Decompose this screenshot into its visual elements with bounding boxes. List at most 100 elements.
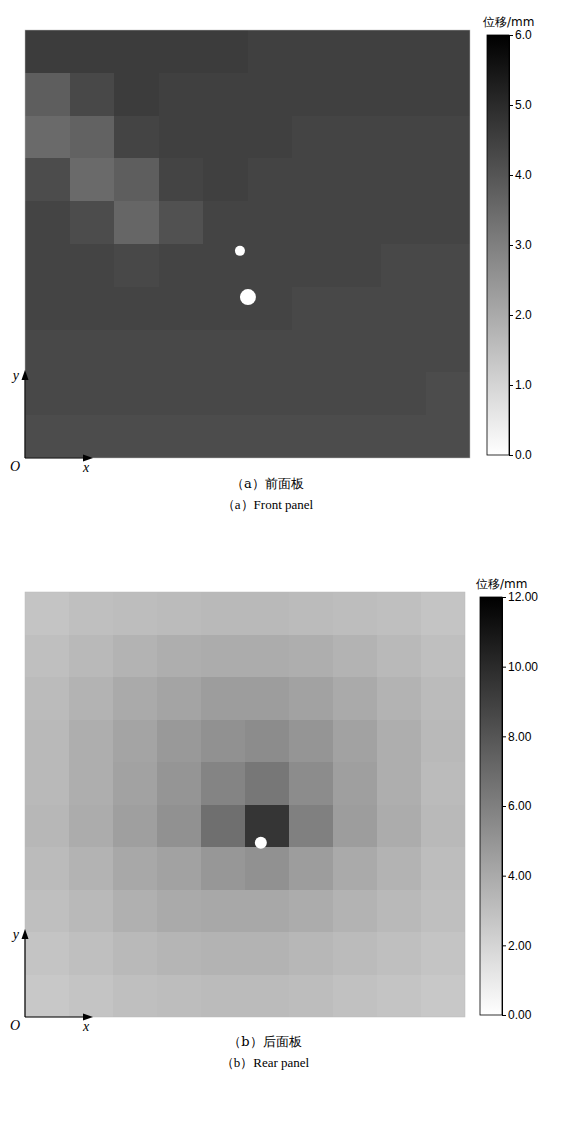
cell [201, 677, 246, 720]
cell [70, 287, 115, 330]
cell [245, 720, 290, 763]
cell [245, 592, 290, 635]
colorbar-tick-label: 6.0 [515, 28, 532, 42]
cell [421, 932, 465, 975]
cell [337, 30, 382, 73]
cell [157, 975, 202, 1018]
cell [157, 890, 202, 933]
hole [255, 837, 267, 849]
cell [25, 847, 70, 890]
cell [381, 244, 426, 287]
colorbar-tick: 6.0 [509, 28, 532, 42]
cell [69, 677, 114, 720]
cell [159, 244, 204, 287]
cell [157, 805, 202, 848]
colorbar [480, 597, 502, 1015]
cell [426, 287, 471, 330]
cell [159, 158, 204, 201]
field-frame [25, 30, 470, 458]
cell [25, 372, 70, 415]
cell [426, 415, 471, 458]
field-frame [25, 592, 465, 1017]
cell [70, 73, 115, 116]
cell [203, 116, 248, 159]
cell [201, 932, 246, 975]
cell [25, 635, 70, 678]
cell [292, 330, 337, 373]
y-arrow [24, 376, 25, 458]
cell [333, 720, 378, 763]
colorbar-tick-mark [502, 667, 506, 668]
cell [25, 244, 70, 287]
cell [157, 720, 202, 763]
colorbar-tick-mark [509, 105, 513, 106]
cell [113, 592, 158, 635]
cell [201, 890, 246, 933]
cell [421, 762, 465, 805]
colorbar-tick: 3.0 [509, 238, 532, 252]
cell [377, 635, 422, 678]
cell [426, 30, 471, 73]
cell [157, 592, 202, 635]
colorbar-tick-mark [509, 175, 513, 176]
cell [201, 635, 246, 678]
cell [25, 805, 70, 848]
cell [25, 932, 70, 975]
cell [25, 116, 70, 159]
cell [25, 762, 70, 805]
colorbar-tick: 0.00 [502, 1008, 532, 1022]
cell [381, 158, 426, 201]
cell [159, 116, 204, 159]
cell [69, 762, 114, 805]
cell [292, 287, 337, 330]
cell [25, 415, 70, 458]
origin-label: O [10, 459, 20, 474]
cell [248, 158, 293, 201]
cell [333, 635, 378, 678]
cell [377, 805, 422, 848]
colorbar-title: 位移/mm [476, 577, 527, 591]
cell [421, 890, 465, 933]
colorbar-tick-mark [509, 315, 513, 316]
axis-indicator: yxO [10, 927, 93, 1034]
cell [248, 30, 293, 73]
cell [70, 30, 115, 73]
cell [377, 720, 422, 763]
cell [70, 244, 115, 287]
cell [248, 116, 293, 159]
cell [333, 592, 378, 635]
colorbar-tick-label: 8.00 [508, 730, 532, 744]
cell [248, 201, 293, 244]
cell [201, 720, 246, 763]
colorbar-axis: 0.002.004.006.008.0010.0012.00 [502, 590, 538, 1022]
colorbar-tick-mark [502, 876, 506, 877]
cell [381, 415, 426, 458]
x-arrow [25, 457, 87, 458]
cell [203, 244, 248, 287]
cell [114, 415, 159, 458]
cell [292, 244, 337, 287]
cell [421, 720, 465, 763]
cell [159, 201, 204, 244]
colorbar-tick-label: 10.00 [508, 660, 538, 674]
cell [292, 73, 337, 116]
colorbar-tick-mark [509, 245, 513, 246]
cell [25, 287, 70, 330]
cell [289, 592, 334, 635]
cell [292, 201, 337, 244]
cell [25, 592, 70, 635]
origin-label: O [10, 1018, 20, 1033]
colorbar-tick-label: 1.0 [515, 378, 532, 392]
colorbar-tick-mark [502, 736, 506, 737]
cell [203, 415, 248, 458]
colorbar-tick: 1.0 [509, 378, 532, 392]
cell [292, 372, 337, 415]
caption: （b）后面板 [228, 1034, 301, 1049]
cell [337, 415, 382, 458]
cell [337, 116, 382, 159]
colorbar-tick: 4.00 [502, 869, 532, 883]
caption-en: （b）Rear panel [221, 1055, 310, 1070]
cell [69, 932, 114, 975]
colorbar-tick-label: 0.00 [508, 1008, 532, 1022]
colorbar-tick-label: 3.0 [515, 238, 532, 252]
